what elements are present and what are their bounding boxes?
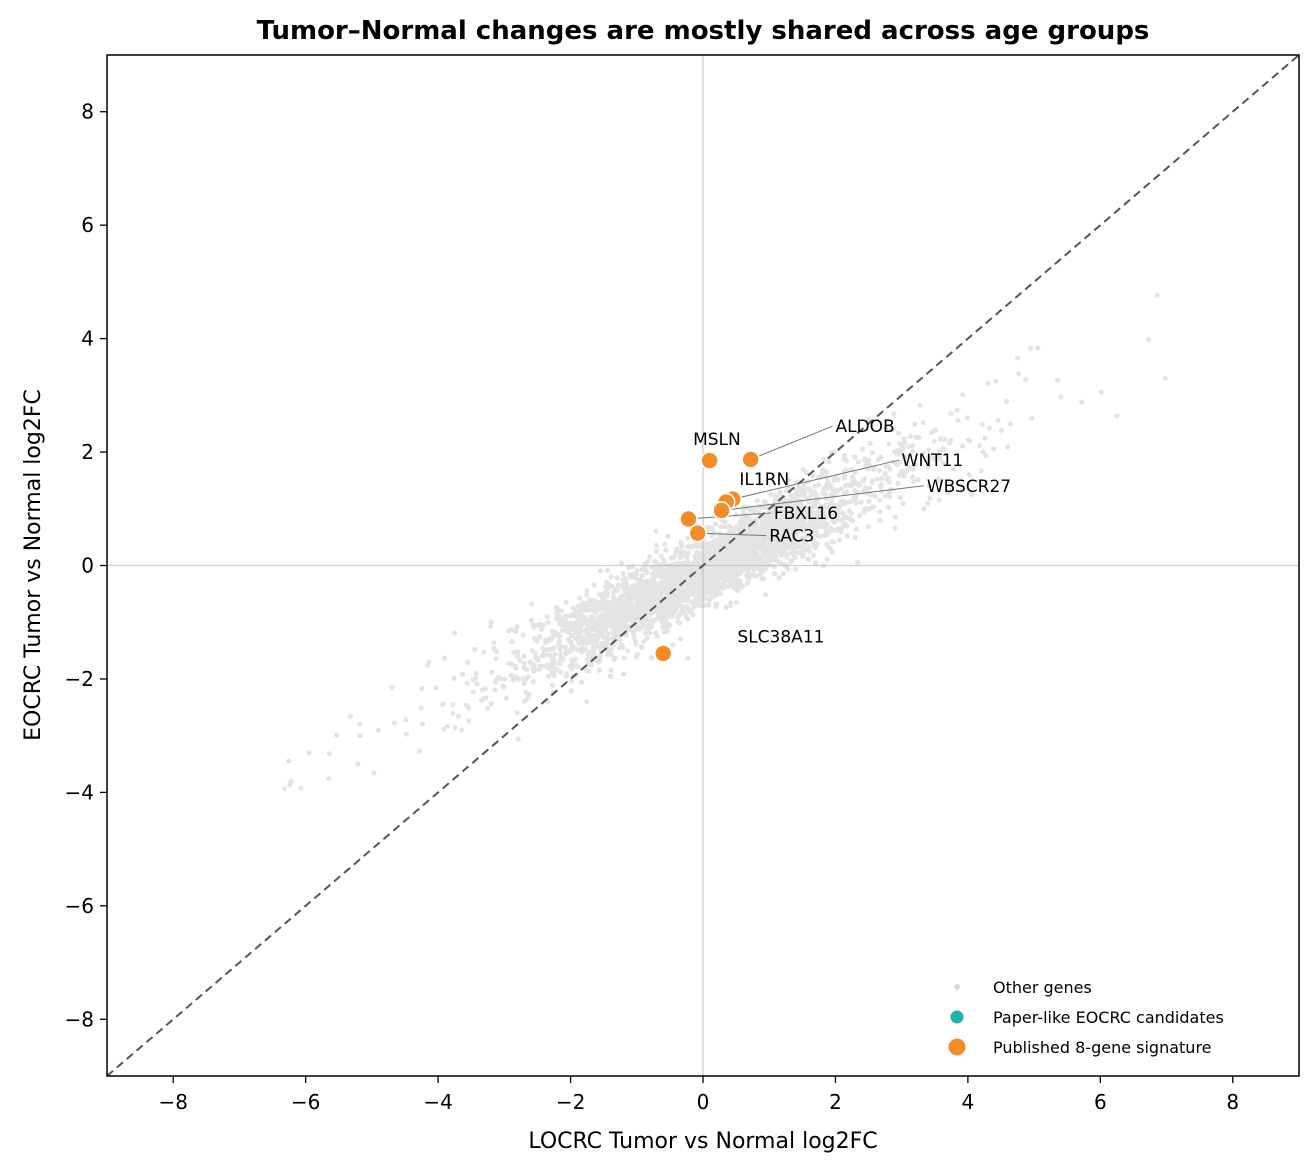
annotation-msln: MSLN bbox=[693, 430, 741, 450]
x-tick-label: −8 bbox=[158, 1090, 187, 1114]
legend-label: Other genes bbox=[993, 978, 1092, 997]
x-tick-label: −4 bbox=[423, 1090, 452, 1114]
annotations: MSLN ALDOB WNT11 IL1RN WBSCR27 FBXL16 RAC3 SLC3… bbox=[693, 417, 1011, 647]
legend-marker bbox=[948, 1038, 966, 1056]
x-tick-label: −2 bbox=[556, 1090, 585, 1114]
leader-rac3 bbox=[697, 532, 767, 537]
y-axis: −8 −6 −4 −2 0 2 4 6 8 bbox=[65, 100, 107, 1031]
signature-point-rac3 bbox=[688, 523, 708, 543]
legend-label: Paper-like EOCRC candidates bbox=[993, 1008, 1224, 1027]
x-axis-label: LOCRC Tumor vs Normal log2FC bbox=[528, 1129, 877, 1154]
y-tick-label: 6 bbox=[81, 213, 94, 237]
annotation-rac3: RAC3 bbox=[769, 527, 814, 547]
leader-aldob bbox=[750, 425, 833, 460]
annotation-fbxl16: FBXL16 bbox=[774, 504, 838, 524]
x-tick-label: −6 bbox=[291, 1090, 320, 1114]
signature-point-fbxl16 bbox=[679, 509, 698, 529]
annotation-wbscr27: WBSCR27 bbox=[927, 477, 1011, 497]
x-tick-label: 8 bbox=[1226, 1090, 1239, 1114]
y-axis-label: EOCRC Tumor vs Normal log2FC bbox=[21, 389, 46, 741]
y-tick-label: 8 bbox=[81, 100, 94, 124]
other-genes-cloud bbox=[281, 292, 1168, 792]
y-tick-label: 0 bbox=[81, 554, 94, 578]
x-tick-label: 0 bbox=[697, 1090, 710, 1114]
other-genes-points bbox=[281, 292, 1168, 792]
y-tick-label: 4 bbox=[81, 327, 94, 351]
y-tick-label: −6 bbox=[65, 894, 94, 918]
signature-points bbox=[653, 450, 760, 663]
signature-point-wbscr27 bbox=[712, 501, 731, 520]
leader-wnt11 bbox=[732, 459, 899, 500]
identity-line bbox=[107, 55, 1299, 1076]
annotation-aldob: ALDOB bbox=[835, 417, 894, 437]
x-tick-label: 6 bbox=[1094, 1090, 1107, 1114]
annotation-wnt11: WNT11 bbox=[902, 451, 964, 471]
y-tick-label: −4 bbox=[65, 780, 94, 804]
x-axis: −8 −6 −4 −2 0 2 4 6 8 bbox=[158, 1076, 1239, 1114]
legend-marker bbox=[950, 1010, 964, 1024]
annotation-slc38a11: SLC38A11 bbox=[737, 628, 824, 648]
legend-label: Published 8-gene signature bbox=[993, 1038, 1212, 1057]
leader-wbscr27 bbox=[721, 485, 924, 511]
leader-fbxl16 bbox=[688, 512, 771, 520]
identity-line-dashed bbox=[107, 55, 1299, 1076]
signature-point-aldob bbox=[741, 450, 760, 469]
annotation-leaders bbox=[688, 425, 924, 537]
chart-title: Tumor–Normal changes are mostly shared a… bbox=[257, 16, 1150, 46]
signature-point-slc38a11 bbox=[653, 644, 673, 663]
x-tick-label: 4 bbox=[962, 1090, 975, 1114]
x-tick-label: 2 bbox=[829, 1090, 842, 1114]
signature-point-msln bbox=[700, 451, 719, 470]
y-tick-label: −8 bbox=[65, 1007, 94, 1031]
annotation-il1rn: IL1RN bbox=[739, 470, 789, 490]
legend: Other genes Paper-like EOCRC candidates Pu… bbox=[948, 978, 1224, 1057]
y-tick-label: 2 bbox=[81, 440, 94, 464]
y-tick-label: −2 bbox=[65, 667, 94, 691]
legend-marker bbox=[954, 984, 960, 990]
